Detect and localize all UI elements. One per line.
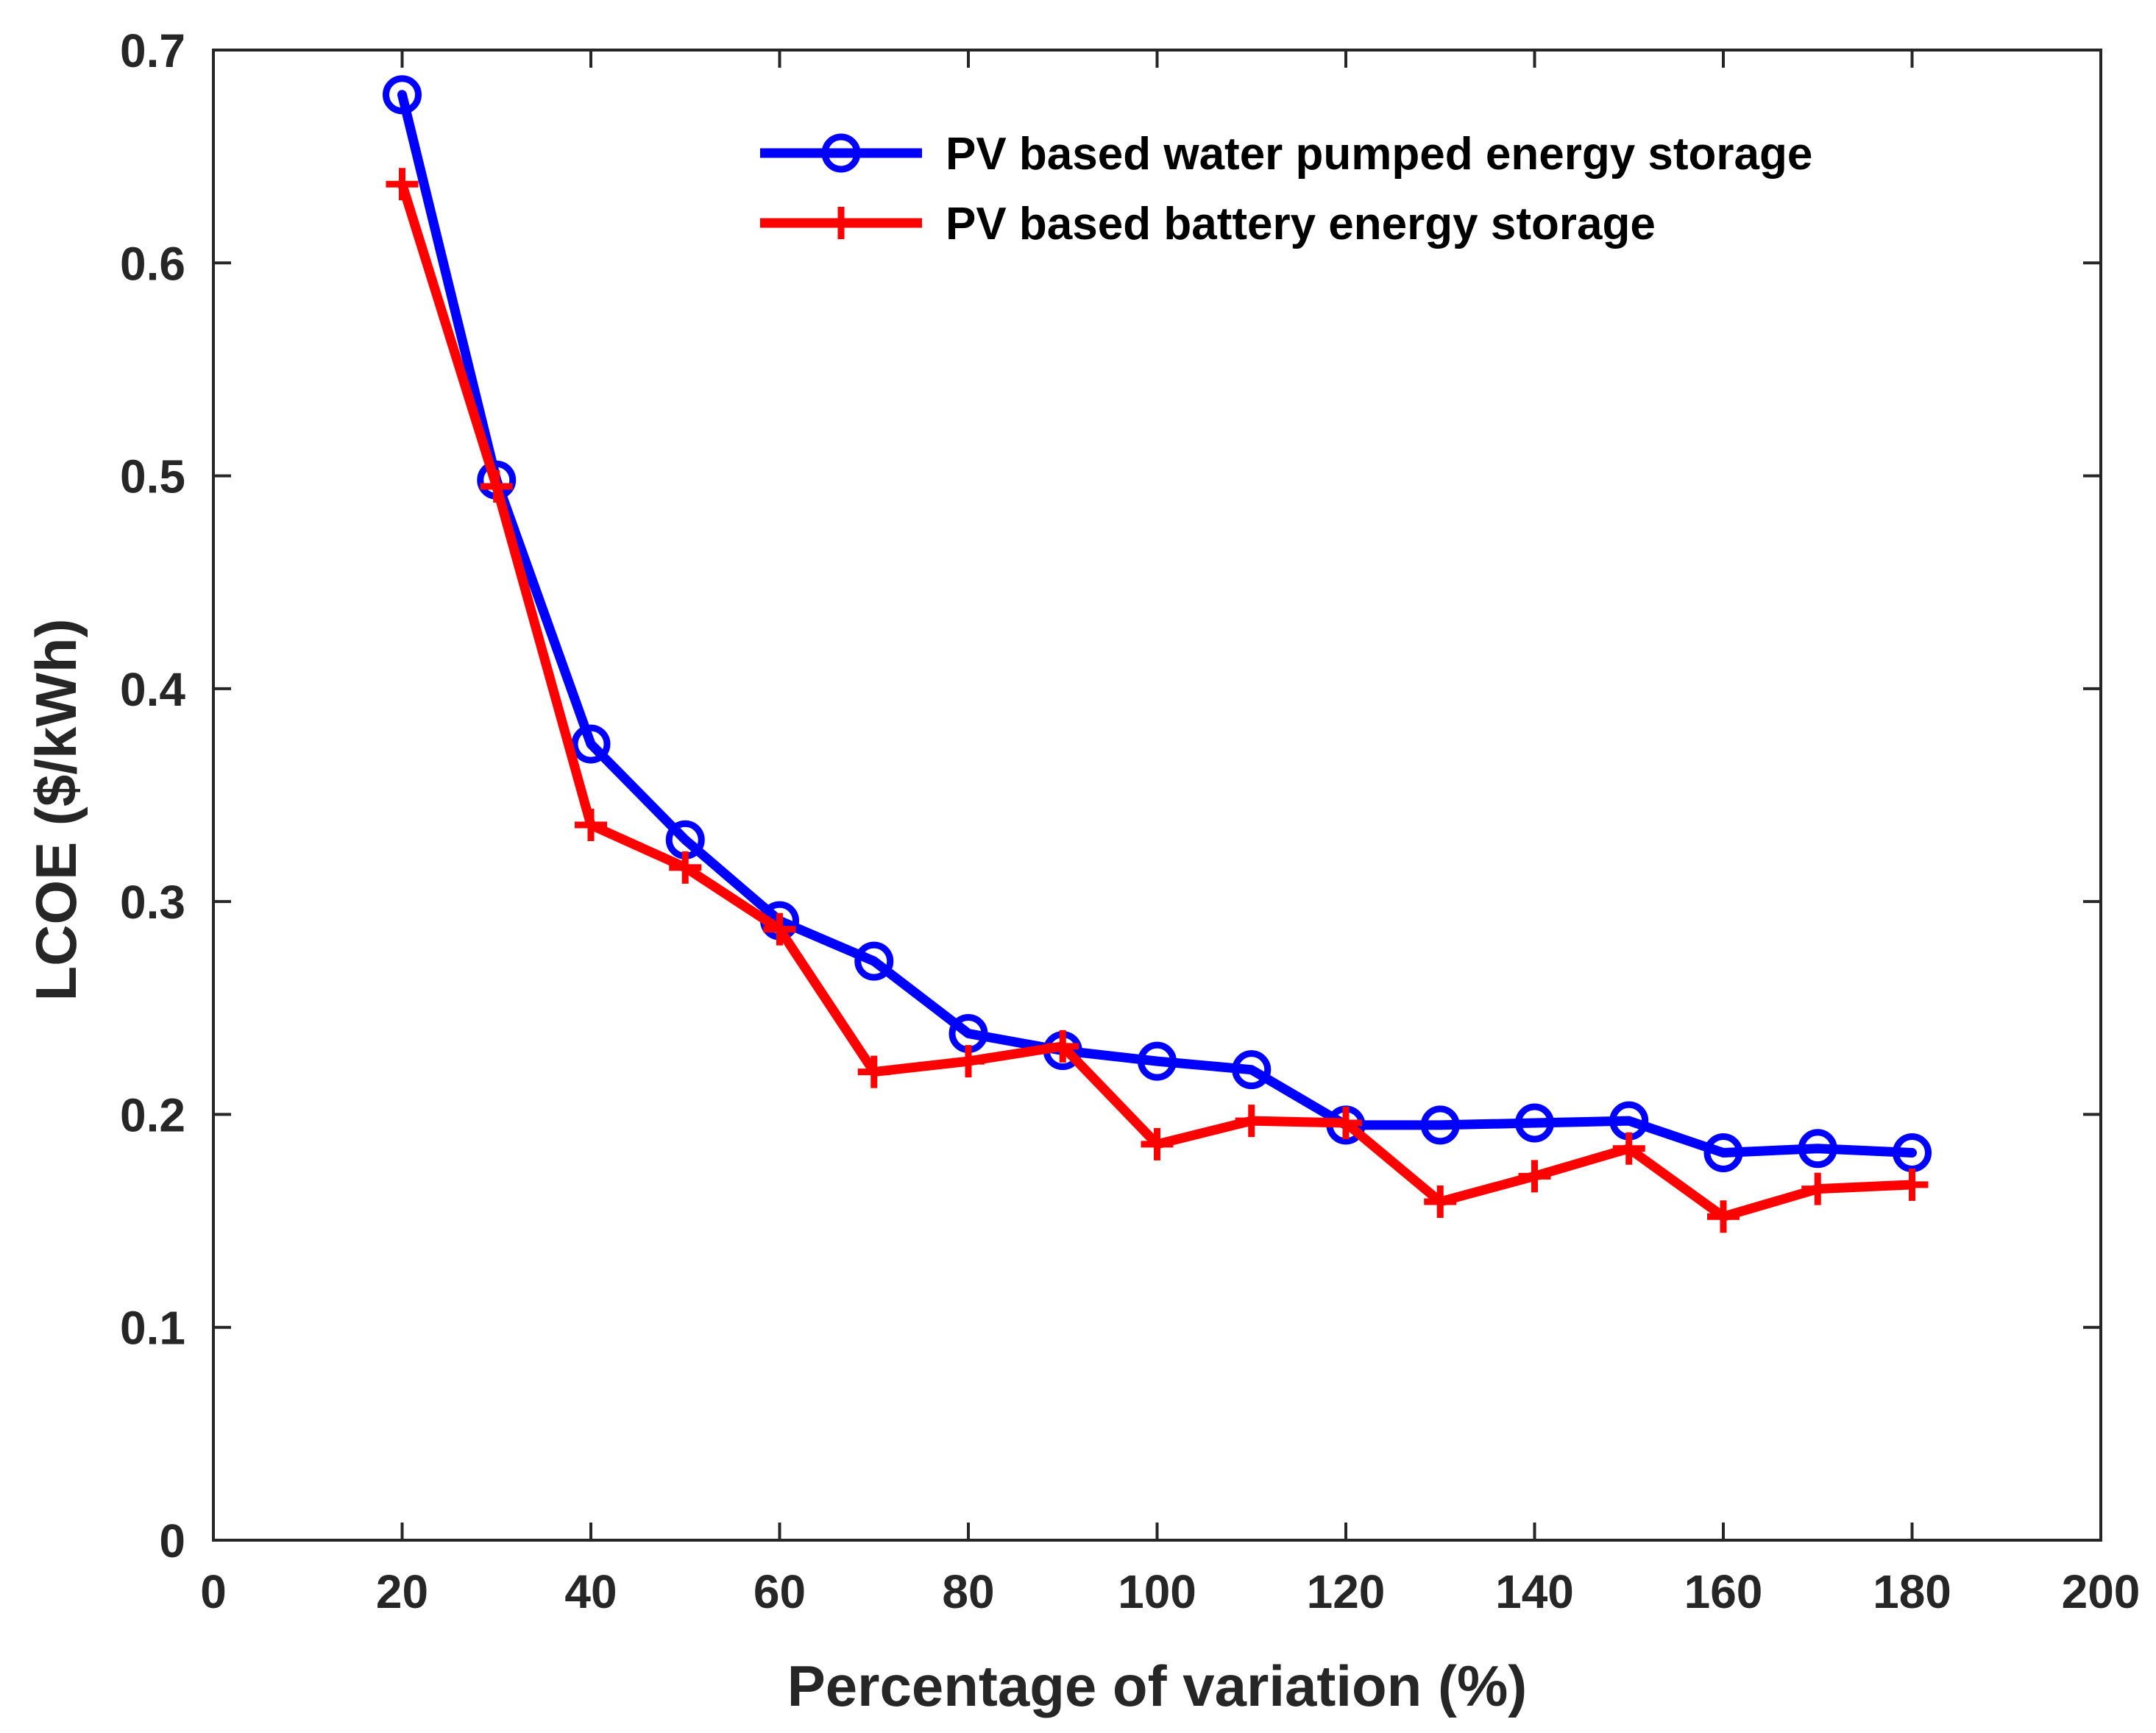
- series-line: [397, 90, 1917, 1158]
- y-tick-label: 0.3: [120, 876, 185, 929]
- tick-labels: 0 20 40 60 80 100 120 140 160 180 200 0 0.1 0.2 0.3 0.4…: [120, 24, 2140, 1618]
- data-point-plus: [1801, 1172, 1834, 1205]
- y-tick-label: 0.2: [120, 1088, 185, 1141]
- data-point-plus: [386, 168, 419, 201]
- series-layer: [383, 75, 1932, 1233]
- data-point-plus: [1612, 1132, 1645, 1165]
- x-tick-label: 160: [1684, 1565, 1763, 1618]
- data-point-plus: [857, 1055, 890, 1088]
- y-axis-label: LCOE ($/kWh): [24, 619, 88, 1002]
- x-tick-label: 80: [942, 1565, 994, 1618]
- data-point-circle: [1420, 1105, 1460, 1145]
- data-point-plus: [1518, 1160, 1551, 1193]
- legend-marker-circle: [821, 133, 861, 173]
- x-tick-label: 60: [753, 1565, 806, 1618]
- data-point-plus: [1141, 1127, 1174, 1160]
- series-battery: [386, 168, 1929, 1233]
- x-axis-label: Percentage of variation (%): [787, 1654, 1528, 1718]
- x-tick-label: 180: [1873, 1565, 1951, 1618]
- y-tick-label: 0.6: [120, 237, 185, 290]
- data-point-circle: [1515, 1103, 1554, 1143]
- data-point-plus: [1424, 1186, 1457, 1219]
- y-tick-label: 0.7: [120, 24, 185, 77]
- legend-label-water-pumped: PV based water pumped energy storage: [946, 129, 1812, 180]
- data-point-plus: [1235, 1105, 1268, 1138]
- data-point-plus: [1896, 1168, 1929, 1201]
- y-tick-label: 0.5: [120, 450, 185, 503]
- data-point-circle: [1232, 1050, 1272, 1090]
- data-point-plus: [575, 809, 607, 841]
- x-tick-label: 40: [564, 1565, 617, 1618]
- data-point-circle: [1798, 1129, 1837, 1169]
- x-tick-label: 140: [1495, 1565, 1574, 1618]
- data-point-plus: [480, 470, 513, 503]
- legend: PV based water pumped energy storage PV …: [736, 118, 1957, 258]
- data-point-plus: [1046, 1029, 1079, 1063]
- legend-marker-plus: [825, 207, 857, 239]
- y-tick-label: 0: [159, 1514, 185, 1567]
- data-point-plus: [669, 851, 702, 884]
- x-tick-label: 0: [200, 1565, 227, 1618]
- y-tick-label: 0.1: [120, 1302, 185, 1355]
- data-point-circle: [1138, 1041, 1177, 1081]
- data-point-plus: [1707, 1200, 1740, 1233]
- data-point-plus: [1330, 1107, 1362, 1139]
- y-tick-label: 0.4: [120, 663, 185, 716]
- data-point-circle: [383, 75, 422, 115]
- plot-frame: [212, 49, 2102, 1542]
- x-tick-label: 120: [1307, 1565, 1386, 1618]
- x-tick-label: 200: [2062, 1565, 2141, 1618]
- legend-label-battery: PV based battery energy storage: [946, 199, 1656, 249]
- data-point-circle: [854, 941, 894, 981]
- legend-background: [736, 118, 1957, 258]
- x-tick-label: 20: [376, 1565, 428, 1618]
- data-point-plus: [763, 912, 796, 946]
- x-tick-label: 100: [1118, 1565, 1196, 1618]
- data-point-circle: [1703, 1133, 1743, 1172]
- data-point-circle: [571, 724, 611, 764]
- data-point-plus: [952, 1045, 985, 1078]
